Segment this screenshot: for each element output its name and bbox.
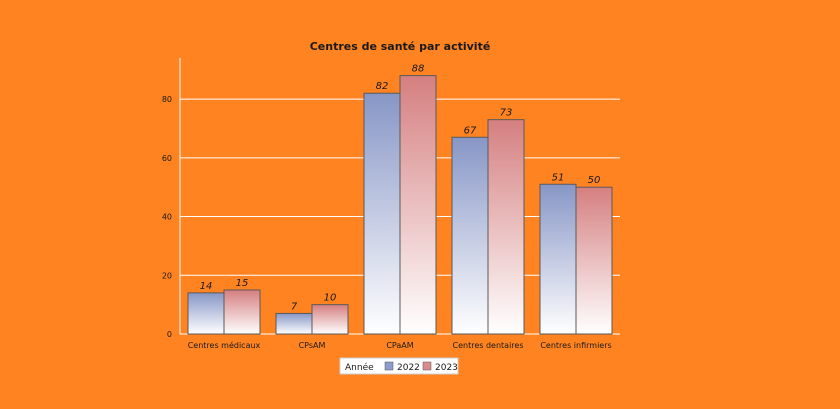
bar-2023[interactable] xyxy=(399,75,437,335)
data-label: 51 xyxy=(552,172,565,183)
bar-2022[interactable] xyxy=(363,92,401,335)
y-tick-label: 0 xyxy=(167,330,172,339)
legend-swatch-2023[interactable] xyxy=(422,361,432,371)
x-tick-label: Centres infirmiers xyxy=(540,341,611,350)
bar-2022[interactable] xyxy=(187,292,225,335)
bar-2023[interactable] xyxy=(487,119,525,335)
data-label: 82 xyxy=(376,81,389,92)
legend-title: Année xyxy=(345,362,374,373)
data-label: 7 xyxy=(291,301,298,312)
bar-2022[interactable] xyxy=(539,183,577,335)
data-label: 50 xyxy=(588,175,601,186)
legend-label-2023[interactable]: 2023 xyxy=(435,363,458,373)
y-tick-label: 60 xyxy=(162,154,172,163)
x-tick-label: CPsAM xyxy=(299,341,326,350)
data-label: 14 xyxy=(200,281,213,292)
x-tick-label: Centres médicaux xyxy=(188,340,261,350)
legend-swatch-2022[interactable] xyxy=(384,361,394,371)
y-tick-label: 20 xyxy=(162,271,172,280)
legend-label-2022[interactable]: 2022 xyxy=(397,363,420,373)
chart-title: Centres de santé par activité xyxy=(310,40,491,53)
legend: Année 2022 2023 xyxy=(339,357,459,375)
data-label: 73 xyxy=(500,108,513,119)
bar-2023[interactable] xyxy=(575,186,613,335)
x-tick-label: CPaAM xyxy=(386,341,413,350)
bar-2023[interactable] xyxy=(311,304,349,335)
data-label: 88 xyxy=(412,64,425,75)
data-labels: 14 15 7 10 82 88 67 73 51 50 xyxy=(200,64,601,313)
bar-2022[interactable] xyxy=(451,136,489,335)
bar-2022[interactable] xyxy=(275,312,313,335)
data-label: 15 xyxy=(236,278,249,289)
data-label: 67 xyxy=(464,125,477,136)
y-tick-label: 40 xyxy=(162,213,172,222)
bar-2023[interactable] xyxy=(223,289,261,335)
bars xyxy=(187,75,613,335)
data-label: 10 xyxy=(324,293,337,304)
y-tick-label: 80 xyxy=(162,95,172,104)
axes: 0 20 40 60 80 Centres médicaux CPsAM CPaAM Centr… xyxy=(162,58,620,350)
x-tick-label: Centres dentaires xyxy=(453,341,524,350)
